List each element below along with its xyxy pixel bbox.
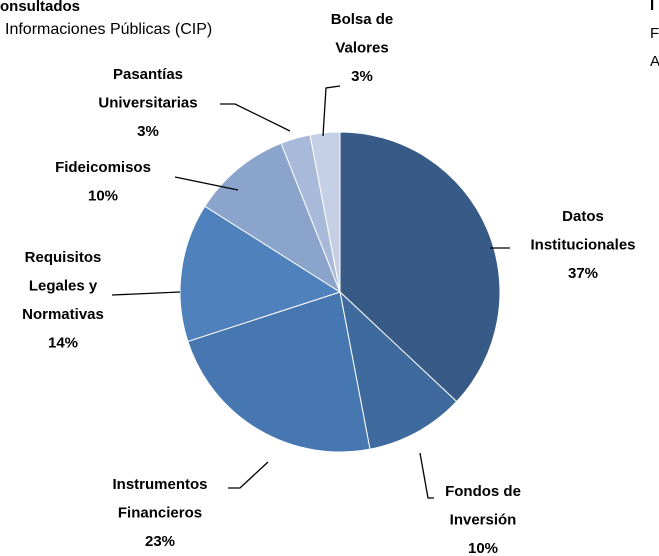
chart-subtitle: Informaciones Públicas (CIP) [5,21,212,38]
pie-slice [204,142,342,294]
pie-slice [309,131,341,293]
pie-slice [179,205,342,343]
annotation: F [650,25,659,42]
value-label: 37% [568,265,598,282]
value-label: 3% [137,123,159,140]
pie-slice [187,291,371,453]
value-label: 10% [88,187,118,204]
slice-label: Pasantías [113,66,183,83]
annotation: I [650,0,654,14]
slice-label: Valores [335,39,388,56]
slice-label: Bolsa de [331,11,394,28]
pie-slice [339,290,458,450]
leader-line [228,461,269,489]
slice-label: Inversión [450,511,517,528]
slice-label: Requisitos [25,249,102,266]
leader-line [322,85,341,137]
slice-label: Fideicomisos [55,159,151,176]
value-label: 10% [468,540,498,556]
value-label: 23% [145,533,175,550]
leader-line [419,452,434,499]
slice-label: Normativas [22,306,104,323]
pie-slice [339,131,501,403]
slice-label: Legales y [29,277,98,294]
slice-label: Datos [562,208,604,225]
slice-label: Fondos de [445,483,521,500]
slice-label: Financieros [118,504,202,521]
slice-label: Institucionales [530,236,635,253]
leader-line [111,291,181,296]
slice-label: Instrumentos [112,476,207,493]
slice-label: Universitarias [98,94,197,111]
value-label: 14% [48,334,78,351]
value-label: 3% [351,68,373,85]
leader-line [174,176,239,191]
leader-lines [111,85,510,499]
annotation: A [650,53,659,70]
chart-title: onsultados [0,0,80,15]
leader-line [220,103,291,132]
